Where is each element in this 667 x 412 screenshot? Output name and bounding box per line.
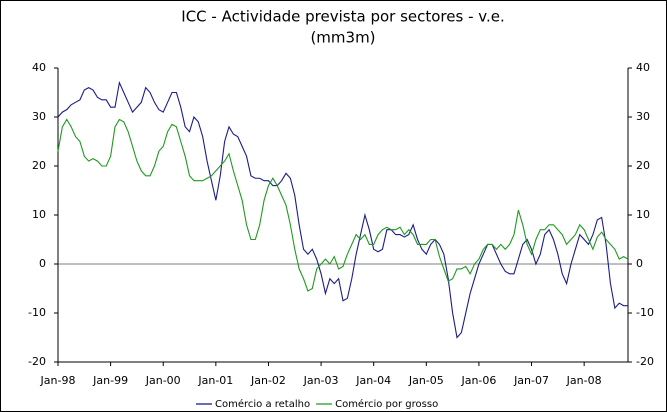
x-tick-label: Jan-04 bbox=[355, 374, 391, 387]
y2-tick-label: 40 bbox=[636, 61, 650, 74]
y-tick-label: -20 bbox=[28, 355, 46, 368]
x-tick-label: Jan-01 bbox=[197, 374, 233, 387]
x-tick-label: Jan-06 bbox=[460, 374, 496, 387]
x-tick-label: Jan-08 bbox=[566, 374, 602, 387]
chart-subtitle: (mm3m) bbox=[310, 29, 375, 47]
legend-label: Comércio por grosso bbox=[335, 398, 438, 410]
legend-label: Comércio a retalho bbox=[215, 398, 310, 410]
y-tick-label: 30 bbox=[32, 110, 46, 123]
chart-title: ICC - Actividade prevista por sectores -… bbox=[181, 8, 504, 26]
y2-tick-label: 10 bbox=[636, 208, 650, 221]
x-tick-label: Jan-00 bbox=[145, 374, 181, 387]
y-tick-label: 20 bbox=[32, 159, 46, 172]
series-line bbox=[57, 80, 628, 339]
y-tick-label: 40 bbox=[32, 61, 46, 74]
series-line bbox=[57, 118, 629, 292]
y2-tick-label: 30 bbox=[636, 110, 650, 123]
x-tick-label: Jan-03 bbox=[303, 374, 339, 387]
y-tick-label: 0 bbox=[39, 257, 46, 270]
y2-tick-label: 20 bbox=[636, 159, 650, 172]
y2-tick-label: -20 bbox=[636, 355, 654, 368]
y2-tick-label: 0 bbox=[636, 257, 643, 270]
x-tick-label: Jan-05 bbox=[408, 374, 444, 387]
y2-tick-label: -10 bbox=[636, 306, 654, 319]
x-tick-label: Jan-02 bbox=[250, 374, 286, 387]
y-tick-label: 10 bbox=[32, 208, 46, 221]
y-tick-label: -10 bbox=[28, 306, 46, 319]
x-tick-label: Jan-98 bbox=[40, 374, 76, 387]
x-tick-label: Jan-99 bbox=[92, 374, 128, 387]
x-tick-label: Jan-07 bbox=[513, 374, 549, 387]
